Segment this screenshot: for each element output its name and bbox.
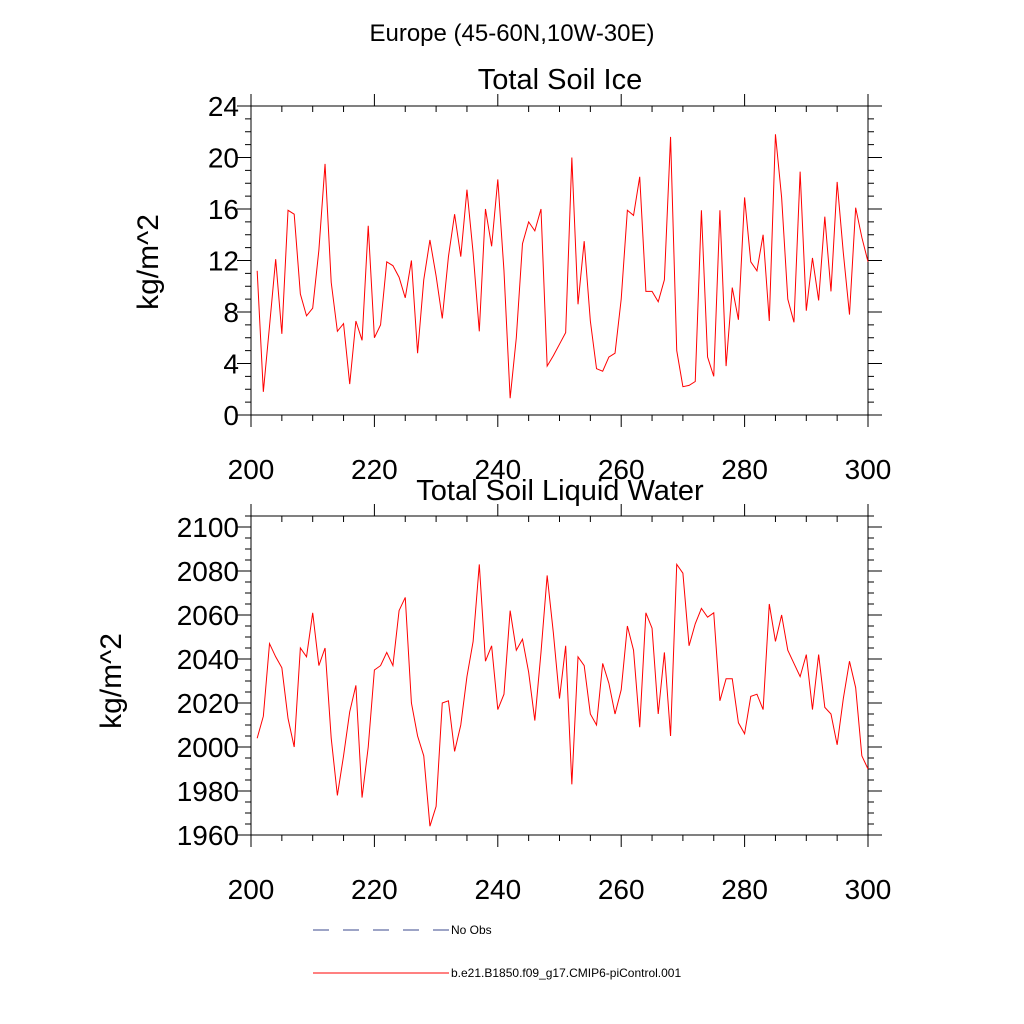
y-tick-label: 24 [208,91,239,122]
x-tick-label: 220 [351,874,398,905]
x-tick-label: 260 [598,454,645,485]
y-tick-label: 4 [223,349,239,380]
y-tick-label: 8 [223,297,239,328]
chart-title: Total Soil Liquid Water [416,475,704,507]
y-tick-label: 2080 [177,556,239,587]
chart-title: Total Soil Ice [478,64,642,96]
axes: 200 220 240 260 280 300 1960 1980 2000 2020 2040 20… [177,504,892,905]
x-tick-label: 260 [598,874,645,905]
y-tick-label: 0 [223,400,239,431]
x-tick-label: 200 [228,874,275,905]
y-tick-label: 12 [208,246,239,277]
x-tick-label: 300 [845,454,892,485]
y-tick-label: 2100 [177,512,239,543]
axes: 200 220 240 260 280 300 0 4 8 12 16 20 24 [208,91,892,485]
x-tick-label: 280 [721,454,768,485]
y-tick-label: 2060 [177,600,239,631]
series-line [256,134,869,399]
plot-frame [250,105,869,416]
x-tick-label: 300 [845,874,892,905]
y-tick-label: 2040 [177,644,239,675]
plot-frame [250,515,869,836]
y-tick-label: 1980 [177,776,239,807]
y-axis-label: kg/m^2 [95,633,128,729]
legend-label-model: b.e21.B1850.f09_g17.CMIP6-piControl.001 [451,966,681,980]
y-axis-label: kg/m^2 [132,214,165,310]
panel-total-soil-ice: Total Soil Ice kg/m^2 200 220 240 260 280 300… [132,64,891,485]
figure-title: Europe (45-60N,10W-30E) [369,20,654,47]
y-tick-label: 20 [208,143,239,174]
x-tick-label: 240 [474,454,521,485]
x-tick-label: 200 [228,454,275,485]
y-tick-label: 2020 [177,688,239,719]
legend: No Obs b.e21.B1850.f09_g17.CMIP6-piContr… [313,923,681,980]
y-tick-label: 1960 [177,820,239,851]
legend-label-no-obs: No Obs [451,923,492,937]
x-tick-label: 220 [351,454,398,485]
x-tick-label: 280 [721,874,768,905]
series-line [256,562,869,827]
y-tick-label: 16 [208,194,239,225]
panel-total-soil-liquid-water: Total Soil Liquid Water kg/m^2 200 220 240… [95,475,891,905]
y-tick-label: 2000 [177,732,239,763]
x-tick-label: 240 [474,874,521,905]
